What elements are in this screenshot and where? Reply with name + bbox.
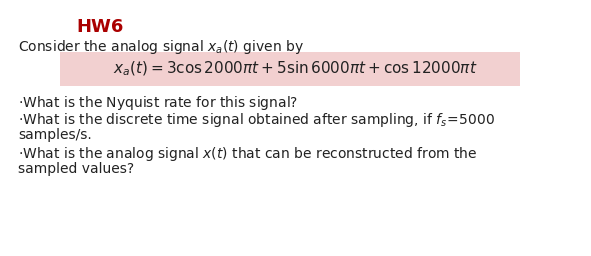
- Text: $x_a(t) = 3\cos 2000\pi t + 5\sin 6000\pi t + \cos 12000\pi t$: $x_a(t) = 3\cos 2000\pi t + 5\sin 6000\p…: [113, 60, 478, 78]
- Text: $\cdot$What is the Nyquist rate for this signal?: $\cdot$What is the Nyquist rate for this…: [18, 94, 298, 112]
- Text: $\cdot$What is the discrete time signal obtained after sampling, if $f_s\!=\!500: $\cdot$What is the discrete time signal …: [18, 111, 495, 129]
- Text: samples/s.: samples/s.: [18, 128, 92, 142]
- FancyBboxPatch shape: [60, 52, 520, 86]
- Text: HW6: HW6: [76, 18, 124, 36]
- Text: sampled values?: sampled values?: [18, 162, 134, 176]
- Text: Consider the analog signal $x_a(t)$ given by: Consider the analog signal $x_a(t)$ give…: [18, 38, 304, 56]
- Text: $\cdot$What is the analog signal $x(t)$ that can be reconstructed from the: $\cdot$What is the analog signal $x(t)$ …: [18, 145, 478, 163]
